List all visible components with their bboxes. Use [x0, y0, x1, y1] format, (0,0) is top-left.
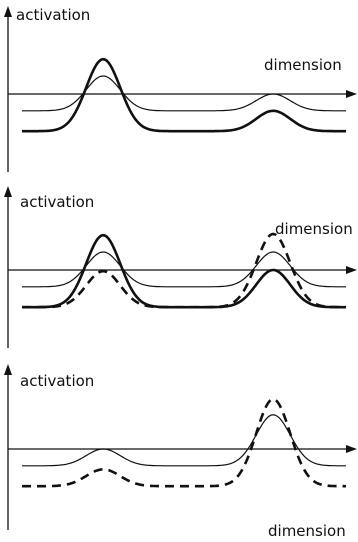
- panel-2: activation dimension: [4, 186, 357, 348]
- curve-thick: [22, 233, 346, 309]
- curve-thin: [22, 75, 346, 112]
- x-axis-arrow: [346, 266, 357, 274]
- y-axis-label: activation: [16, 6, 90, 24]
- x-axis-arrow: [346, 445, 357, 453]
- x-axis-label: dimension: [264, 56, 342, 74]
- y-axis-arrow: [4, 186, 12, 197]
- panel-3: activation dimension: [4, 364, 357, 540]
- curve-dashed: [22, 397, 346, 488]
- y-axis-label: activation: [20, 372, 94, 390]
- y-axis-arrow: [4, 364, 12, 375]
- x-axis-label: dimension: [275, 220, 353, 238]
- y-axis-label: activation: [20, 193, 94, 211]
- panel-1: activation dimension: [4, 6, 357, 172]
- curve-thin: [22, 414, 346, 467]
- y-axis-arrow: [4, 6, 12, 17]
- x-axis-arrow: [346, 90, 357, 98]
- curve-dashed: [22, 232, 346, 309]
- curve-thick: [22, 57, 346, 133]
- x-axis-label: dimension: [268, 522, 346, 540]
